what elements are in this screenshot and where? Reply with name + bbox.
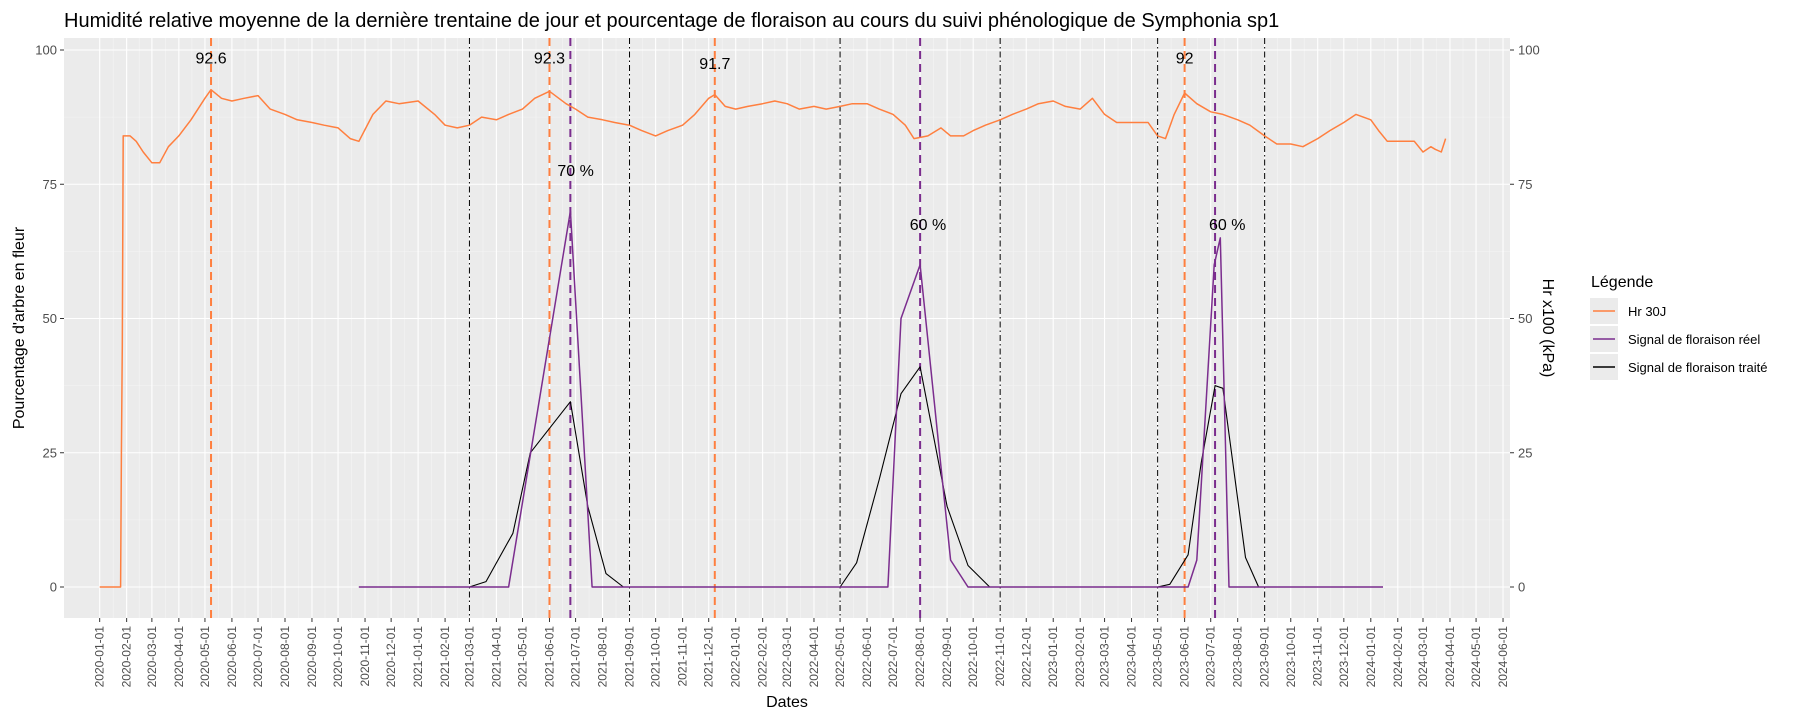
y-tick-label: 0 [50, 580, 57, 595]
grid-major [64, 38, 1510, 618]
x-tick-label: 2022-01-01 [729, 626, 743, 688]
y-tick-label: 75 [43, 177, 57, 192]
y-right-tick-label: 50 [1518, 311, 1532, 326]
x-tick-label: 2022-07-01 [886, 626, 900, 688]
x-tick-label: 2023-03-01 [1098, 626, 1112, 688]
x-tick-label: 2021-05-01 [516, 626, 530, 688]
x-tick-label: 2024-01-01 [1364, 626, 1378, 688]
x-tick-label: 2022-11-01 [993, 626, 1007, 687]
x-axis-title: Dates [766, 694, 808, 711]
x-tick-label: 2022-09-01 [940, 626, 954, 688]
grid-minor [64, 38, 1510, 618]
x-tick-label: 2020-06-01 [225, 626, 239, 688]
x-tick-label: 2020-08-01 [278, 626, 292, 688]
x-tick-label: 2021-09-01 [623, 626, 637, 688]
x-tick-label: 2022-03-01 [780, 626, 794, 688]
x-tick-label: 2024-03-01 [1416, 626, 1430, 688]
y-axis-right: 0 25 50 75 100 [1510, 43, 1540, 595]
x-tick-label: 2023-05-01 [1151, 626, 1165, 688]
y-tick-label: 100 [35, 43, 57, 58]
x-tick-label: 2020-12-01 [384, 626, 398, 688]
x-tick-label: 2020-01-01 [93, 626, 107, 688]
x-tick-label: 2021-10-01 [649, 626, 663, 688]
y-right-tick-label: 75 [1518, 177, 1532, 192]
legend: Légende Hr 30J Signal de floraison réel Si… [1590, 274, 1767, 380]
x-tick-label: 2020-04-01 [172, 626, 186, 688]
series-floraison-reel [358, 210, 1383, 588]
x-tick-label: 2024-04-01 [1443, 626, 1457, 688]
x-tick-label: 2021-04-01 [489, 626, 503, 688]
y-axis-right-title: Hr x100 (kPa) [1539, 279, 1556, 378]
x-tick-label: 2021-01-01 [411, 626, 425, 688]
annotation-label: 92 [1176, 50, 1194, 67]
x-tick-label: 2023-11-01 [1311, 626, 1325, 687]
x-tick-label: 2022-02-01 [756, 626, 770, 688]
chart-title: Humidité relative moyenne de la dernière… [64, 10, 1279, 32]
x-tick-label: 2023-04-01 [1125, 626, 1139, 688]
x-tick-label: 2023-09-01 [1258, 626, 1272, 688]
x-tick-label: 2022-06-01 [860, 626, 874, 688]
legend-title: Légende [1591, 274, 1653, 291]
x-tick-label: 2021-06-01 [542, 626, 556, 688]
x-tick-label: 2020-02-01 [120, 626, 134, 688]
annotation-label: 92.6 [195, 50, 226, 67]
x-tick-label: 2022-12-01 [1019, 626, 1033, 688]
x-tick-label: 2023-12-01 [1337, 626, 1351, 688]
annotation-label: 91.7 [699, 56, 730, 73]
y-axis-left-title: Pourcentage d'arbre en fleur [11, 226, 28, 429]
x-tick-label: 2022-10-01 [966, 626, 980, 688]
y-right-tick-label: 0 [1518, 580, 1525, 595]
annotation-label: 60 % [910, 217, 946, 234]
x-tick-label: 2024-06-01 [1496, 626, 1510, 688]
x-tick-label: 2021-03-01 [462, 626, 476, 688]
reference-lines [210, 38, 1266, 618]
y-axis-left: 0 25 50 75 100 [35, 43, 64, 595]
annotation-label: 70 % [557, 163, 593, 180]
annotation-label: 92.3 [534, 50, 565, 67]
x-tick-label: 2023-07-01 [1204, 626, 1218, 688]
x-tick-label: 2021-11-01 [676, 626, 690, 687]
y-tick-label: 25 [43, 445, 57, 460]
x-tick-label: 2021-12-01 [702, 626, 716, 688]
annotations-layer: 92.6 92.3 91.7 92 70 % 60 % 60 % [195, 50, 1245, 233]
series-floraison-traite [358, 366, 1383, 588]
x-tick-label: 2023-02-01 [1073, 626, 1087, 688]
x-tick-label: 2020-11-01 [358, 626, 372, 687]
series-layer [99, 88, 1447, 588]
x-tick-label: 2020-07-01 [251, 626, 265, 688]
x-tick-label: 2021-07-01 [569, 626, 583, 688]
annotation-label: 60 % [1209, 217, 1245, 234]
x-tick-label: 2023-08-01 [1231, 626, 1245, 688]
x-tick-label: 2020-09-01 [305, 626, 319, 688]
y-tick-label: 50 [43, 311, 57, 326]
legend-entry-label: Signal de floraison réel [1628, 332, 1760, 347]
x-tick-label: 2021-02-01 [438, 626, 452, 688]
x-tick-label: 2020-05-01 [198, 626, 212, 688]
legend-entry-label: Hr 30J [1628, 304, 1666, 319]
x-tick-label: 2022-04-01 [807, 626, 821, 688]
x-axis: 2020-01-01 2020-02-01 2020-03-01 2020-04-01… [93, 618, 1510, 687]
x-tick-label: 2020-03-01 [145, 626, 159, 688]
x-tick-label: 2022-05-01 [833, 626, 847, 688]
x-tick-label: 2024-02-01 [1391, 626, 1405, 688]
x-tick-label: 2023-06-01 [1178, 626, 1192, 688]
y-right-tick-label: 100 [1518, 43, 1540, 58]
x-tick-label: 2021-08-01 [596, 626, 610, 688]
legend-entry-label: Signal de floraison traité [1628, 360, 1767, 375]
series-hr-30j [99, 88, 1447, 588]
x-tick-label: 2023-01-01 [1046, 626, 1060, 688]
x-tick-label: 2022-08-01 [913, 626, 927, 688]
x-tick-label: 2020-10-01 [331, 626, 345, 688]
x-tick-label: 2023-10-01 [1284, 626, 1298, 688]
x-tick-label: 2024-05-01 [1469, 626, 1483, 688]
y-right-tick-label: 25 [1518, 445, 1532, 460]
